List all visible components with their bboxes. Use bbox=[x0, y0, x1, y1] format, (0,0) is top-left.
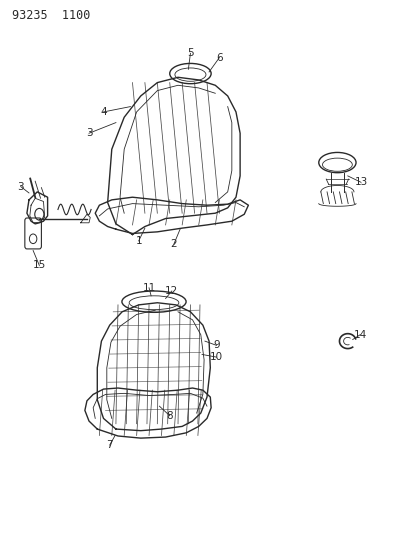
Text: 10: 10 bbox=[209, 352, 223, 362]
Text: 93235  1100: 93235 1100 bbox=[12, 10, 90, 22]
Text: 8: 8 bbox=[166, 411, 173, 421]
Text: 13: 13 bbox=[354, 177, 367, 187]
Text: 4: 4 bbox=[100, 107, 107, 117]
Text: 5: 5 bbox=[187, 49, 193, 58]
Text: 15: 15 bbox=[33, 261, 46, 270]
Text: 6: 6 bbox=[216, 53, 222, 62]
Text: 9: 9 bbox=[213, 341, 219, 350]
Text: 3: 3 bbox=[85, 128, 92, 138]
Text: 2: 2 bbox=[170, 239, 177, 249]
Text: 11: 11 bbox=[142, 283, 155, 293]
Text: 1: 1 bbox=[135, 236, 142, 246]
Text: 7: 7 bbox=[106, 440, 113, 450]
Text: 12: 12 bbox=[165, 286, 178, 296]
Text: 14: 14 bbox=[353, 330, 366, 340]
Text: 3: 3 bbox=[17, 182, 24, 191]
